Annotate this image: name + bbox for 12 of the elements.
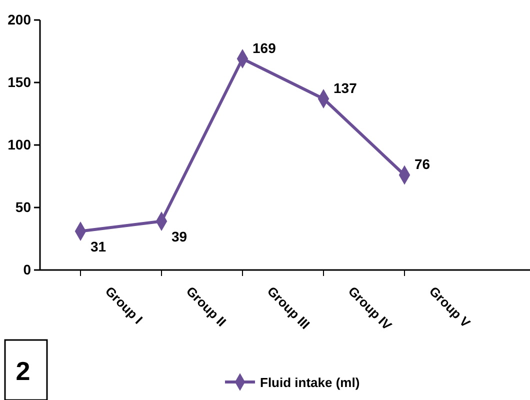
y-tick-label: 150 (8, 74, 32, 90)
data-label: 76 (414, 156, 430, 172)
legend-label: Fluid intake (ml) (260, 375, 360, 390)
data-label: 169 (252, 40, 276, 56)
y-tick-label: 50 (15, 198, 32, 215)
y-tick-label: 200 (8, 11, 32, 28)
data-label: 39 (172, 228, 188, 244)
data-label: 137 (334, 80, 358, 96)
data-label: 31 (90, 238, 106, 254)
y-tick-label: 100 (8, 136, 32, 152)
y-tick-label: 0 (23, 261, 32, 278)
text: 2 (16, 356, 30, 386)
